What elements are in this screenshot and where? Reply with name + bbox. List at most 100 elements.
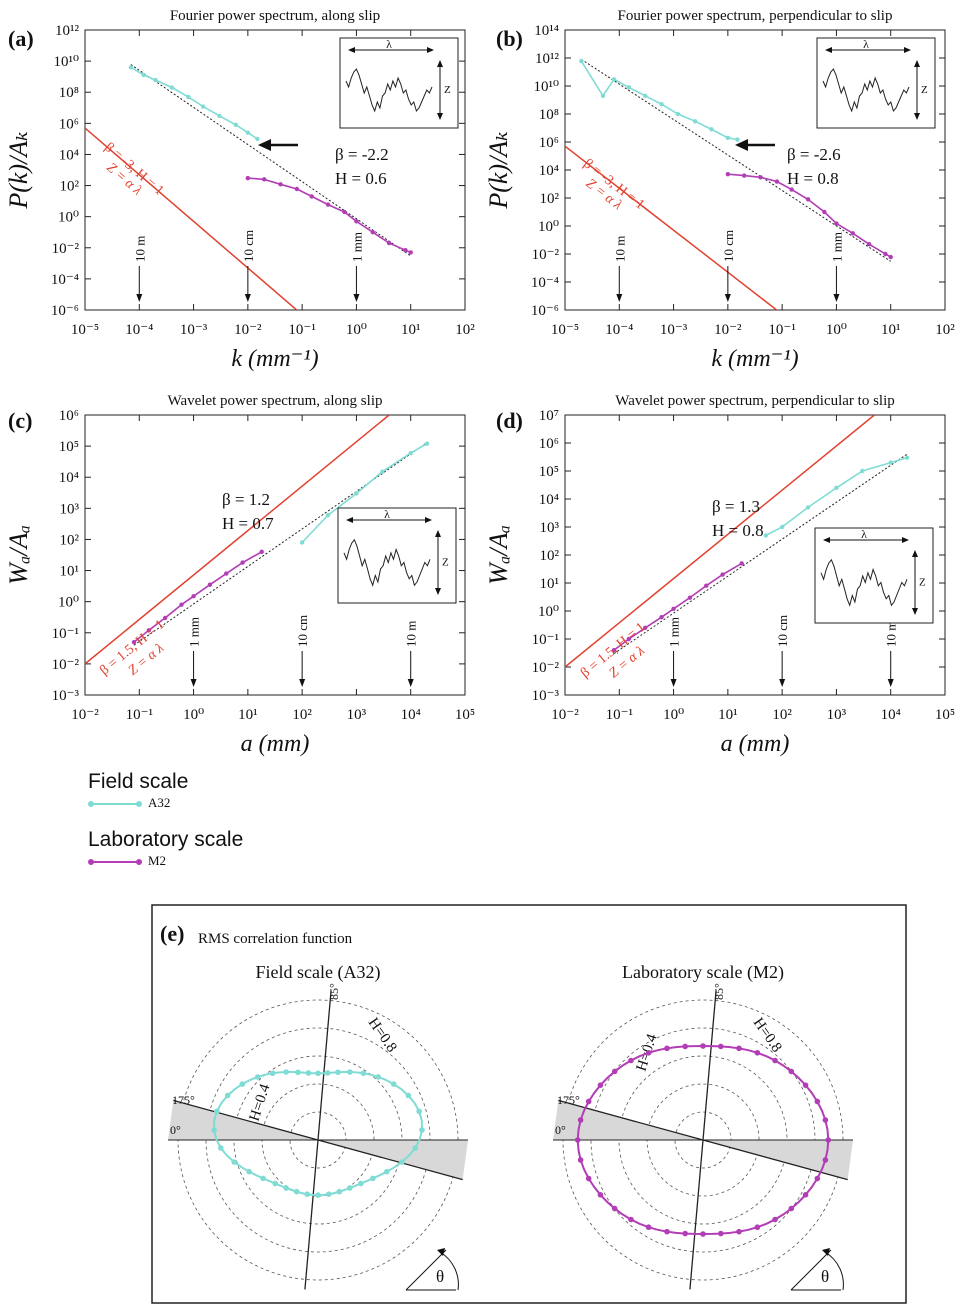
data-point-M2 (261, 177, 267, 182)
polar-data-point (772, 1216, 778, 1223)
legend-marker-lab (136, 859, 142, 865)
x-tick-label: 10⁻⁴ (605, 322, 633, 338)
lambda-arrowhead (902, 537, 909, 543)
y-tick-label: 10⁵ (59, 439, 79, 455)
data-point-M2 (403, 247, 408, 253)
z-label: Z (442, 557, 449, 569)
polar-data-point (324, 1070, 331, 1076)
z-label: Z (921, 84, 928, 96)
data-point-A32 (611, 77, 617, 82)
polar-data-point (825, 1137, 832, 1143)
polar-frame (151, 904, 907, 1304)
polar-data-point (325, 1191, 332, 1197)
x-tick-label: 10² (935, 322, 955, 338)
polar-data-point (370, 1175, 376, 1182)
z-label: Z (919, 577, 926, 589)
theta-arrowhead (437, 1248, 445, 1256)
x-axis-label: k (mm⁻¹) (231, 346, 318, 372)
y-tick-label: 10² (540, 548, 560, 564)
scale-marker-label: 1 mm (187, 617, 202, 647)
data-point-M2 (207, 582, 213, 587)
polar-data-point (788, 1205, 795, 1212)
data-point-A32 (424, 441, 430, 446)
data-point-A32 (169, 85, 175, 90)
data-point-A32 (153, 77, 158, 83)
y-tick-label: 10⁶ (539, 436, 559, 452)
series-line-A32 (301, 442, 428, 544)
polar-data-point (611, 1205, 618, 1212)
polar-data-point (295, 1069, 301, 1076)
y-tick-label: 10³ (540, 520, 560, 536)
z-arrowhead (437, 113, 443, 120)
y-tick-label: 10⁴ (59, 470, 79, 486)
y-tick-label: 10¹⁰ (533, 79, 559, 95)
y-tick-label: 10⁻¹ (52, 626, 79, 642)
polar-data-point (802, 1192, 809, 1198)
polar-data-point (218, 1145, 224, 1151)
y-tick-label: 10⁰ (58, 595, 79, 611)
x-tick-label: 10² (455, 322, 475, 338)
polar-title: RMS correlation function (198, 931, 353, 947)
lambda-label: λ (386, 37, 392, 51)
data-point-A32 (299, 540, 305, 545)
scale-marker-arrowhead (724, 294, 731, 302)
x-tick-label: 10¹ (401, 322, 421, 338)
x-tick-label: 10⁻⁵ (551, 322, 579, 338)
x-tick-label: 10¹ (881, 322, 901, 338)
x-tick-label: 10² (292, 707, 312, 723)
data-point-M2 (325, 202, 331, 207)
y-tick-label: 10⁶ (539, 135, 559, 151)
scale-marker-arrowhead (833, 294, 840, 302)
data-point-M2 (386, 240, 392, 246)
theta-ray (405, 1249, 447, 1291)
y-axis-label: P(k)/Aₖ (4, 131, 33, 209)
x-tick-label: 10¹ (238, 707, 258, 723)
scale-marker-label: 10 m (612, 236, 627, 262)
scale-marker-arrowhead (244, 294, 251, 302)
data-point-M2 (739, 561, 744, 566)
angle-label-0: 0° (170, 1123, 181, 1137)
polar-data-point (597, 1082, 604, 1088)
data-point-A32 (725, 135, 731, 140)
scale-marker-label: 10 cm (721, 230, 736, 262)
y-tick-label: 10⁻³ (532, 688, 560, 704)
legend-marker-lab (88, 859, 94, 865)
x-tick-label: 10³ (347, 707, 367, 723)
data-point-M2 (850, 231, 855, 236)
chart-title: Wavelet power spectrum, perpendicular to… (615, 393, 895, 409)
scale-marker-arrowhead (407, 679, 414, 687)
x-tick-label: 10⁻² (551, 707, 579, 723)
fit-line (130, 64, 411, 257)
polar-chart-1: Laboratory scale (M2)85°175°0°H=0.8H=0.4… (553, 962, 853, 1291)
chart-title: Fourier power spectrum, perpendicular to… (618, 8, 893, 24)
y-tick-label: 10⁰ (58, 210, 79, 226)
panel-3: 10⁻² 10⁻¹ 10⁰ 10¹ 10² 10³ 10⁴ 10⁵ 10⁻³ 10⁻² 10⁻¹ 10… (484, 393, 955, 757)
x-tick-label: 10⁻² (234, 322, 262, 338)
polar-data-point (347, 1185, 353, 1191)
data-point-A32 (600, 93, 606, 98)
series-line-A32 (580, 60, 738, 141)
panel-label: (b) (496, 26, 523, 51)
data-point-M2 (309, 194, 314, 199)
data-point-M2 (687, 595, 693, 600)
polar-data-point (214, 1108, 220, 1115)
theta-ray (790, 1249, 832, 1291)
polar-data-point (231, 1159, 237, 1165)
data-point-M2 (789, 187, 794, 192)
data-point-A32 (763, 533, 769, 538)
scale-marker-label: 1 mm (829, 232, 844, 262)
polar-data-point (283, 1185, 289, 1191)
x-tick-label: 10³ (827, 707, 847, 723)
data-point-M2 (805, 197, 811, 202)
y-tick-label: 10⁻³ (52, 688, 80, 704)
polar-data-point (628, 1057, 634, 1064)
hurst-annotation: H = 0.6 (335, 169, 387, 188)
y-tick-label: 10² (60, 532, 80, 548)
data-point-A32 (380, 469, 385, 474)
y-tick-label: 10³ (60, 501, 80, 517)
polar-data-point (772, 1057, 778, 1064)
data-point-M2 (659, 615, 664, 620)
scale-marker-label: 10 cm (775, 615, 790, 647)
lambda-arrowhead (346, 517, 353, 523)
plot-area (85, 415, 430, 665)
